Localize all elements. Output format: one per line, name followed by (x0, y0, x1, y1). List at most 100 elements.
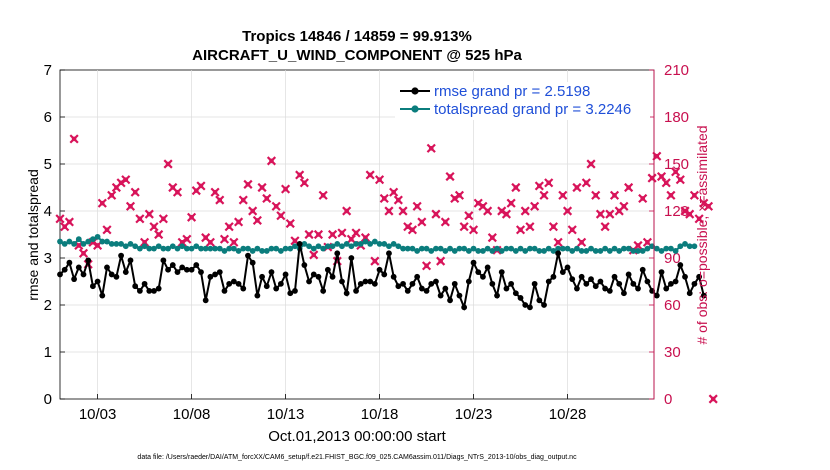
rmse-point (578, 273, 585, 280)
obs-mark-dot (71, 136, 77, 142)
rmse-point (207, 273, 214, 280)
totalspread-point (597, 248, 604, 254)
rmse-point (672, 278, 679, 285)
totalspread-point (169, 243, 176, 250)
obs-count-marker (633, 240, 643, 251)
obs-mark-dot (598, 211, 603, 217)
totalspread-point (414, 248, 421, 254)
rmse-point (541, 302, 547, 308)
rmse-point (465, 278, 472, 285)
obs-mark-dot (165, 161, 171, 167)
obs-mark-dot (81, 251, 86, 256)
obs-count-marker (685, 209, 695, 219)
obs-mark-dot (339, 230, 345, 236)
obs-mark-dot (635, 243, 641, 248)
obs-count-marker (609, 190, 620, 200)
obs-mark-dot (236, 219, 241, 225)
obs-count-marker (55, 214, 65, 224)
y-axis-label: rmse and totalspread (25, 169, 41, 301)
obs-mark-dot (433, 211, 439, 217)
rmse-point (414, 273, 421, 280)
obs-count-marker (233, 217, 244, 227)
y2-tick-label: 30 (664, 344, 681, 361)
totalspread-point (277, 248, 284, 254)
totalspread-point (494, 245, 500, 252)
obs-mark-dot (541, 193, 547, 198)
obs-mark-dot (447, 174, 453, 179)
totalspread-point (188, 245, 195, 252)
totalspread-point (165, 245, 171, 252)
totalspread-point (574, 245, 580, 252)
totalspread-point (465, 248, 472, 254)
obs-count-marker (647, 173, 657, 183)
legend-rmse-label: rmse grand pr = 2.5198 (434, 83, 590, 100)
rmse-point (480, 273, 486, 280)
rmse-point (329, 273, 336, 280)
obs-count-marker (257, 182, 267, 193)
totalspread-point (249, 248, 256, 254)
totalspread-point (202, 245, 209, 252)
totalspread-point (484, 245, 491, 252)
obs-count-marker (421, 261, 432, 271)
obs-mark-dot (161, 216, 166, 222)
totalspread-point (367, 241, 374, 247)
totalspread-point (555, 245, 562, 252)
obs-mark-dot (452, 196, 458, 201)
totalspread-point (310, 245, 317, 252)
totalspread-point (677, 243, 684, 250)
obs-count-marker (215, 195, 225, 205)
obs-mark-dot (706, 204, 711, 209)
rmse-point (428, 280, 435, 287)
obs-mark-dot (212, 189, 218, 195)
rmse-point (498, 269, 505, 275)
obs-count-marker (107, 190, 117, 200)
totalspread-point (663, 245, 670, 252)
y2-axis-label: # of obs: o=possible; ×=assimilated (694, 125, 710, 344)
totalspread-point (602, 245, 609, 252)
rmse-point (193, 262, 200, 268)
obs-mark-dot (673, 169, 678, 175)
totalspread-point (404, 245, 411, 252)
obs-count-marker (172, 187, 183, 197)
rmse-point (254, 292, 261, 299)
totalspread-point (146, 245, 153, 252)
legend-box (395, 82, 650, 120)
obs-count-marker (591, 190, 601, 200)
y-tick-label: 2 (44, 297, 52, 314)
y-tick-label: 1 (44, 344, 52, 361)
totalspread-point (85, 238, 92, 245)
totalspread-point (315, 243, 322, 250)
totalspread-point (569, 248, 576, 254)
obs-count-marker (248, 206, 258, 216)
totalspread-point (658, 248, 665, 254)
totalspread-point (226, 245, 233, 252)
totalspread-point (334, 241, 341, 247)
obs-mark-dot (76, 243, 82, 248)
obs-count-marker (262, 193, 272, 204)
totalspread-point (686, 243, 693, 250)
totalspread-point (254, 245, 261, 252)
rmse-point (310, 271, 317, 278)
rmse-point (85, 257, 92, 264)
obs-count-marker (135, 214, 145, 224)
y-axis-ticks: 0 1 2 3 4 5 6 7 (44, 62, 65, 408)
obs-count-marker (149, 222, 159, 232)
rmse-point (451, 280, 458, 287)
y-tick-label: 6 (44, 109, 52, 126)
obs-mark-dot (316, 232, 321, 237)
totalspread-point (630, 248, 637, 254)
rmse-point (400, 280, 406, 287)
obs-mark-dot (132, 189, 138, 195)
rmse-point (287, 290, 294, 297)
obs-mark-dot (123, 177, 129, 182)
obs-count-marker (572, 182, 582, 193)
obs-mark-dot (287, 221, 293, 226)
obs-count-marker (515, 225, 526, 235)
rmse-point (517, 295, 524, 301)
rmse-point (588, 276, 594, 283)
totalspread-point (592, 248, 599, 254)
rmse-point (442, 285, 449, 292)
totalspread-point (216, 245, 223, 252)
rmse-point (183, 266, 190, 273)
obs-count-marker (313, 229, 324, 240)
